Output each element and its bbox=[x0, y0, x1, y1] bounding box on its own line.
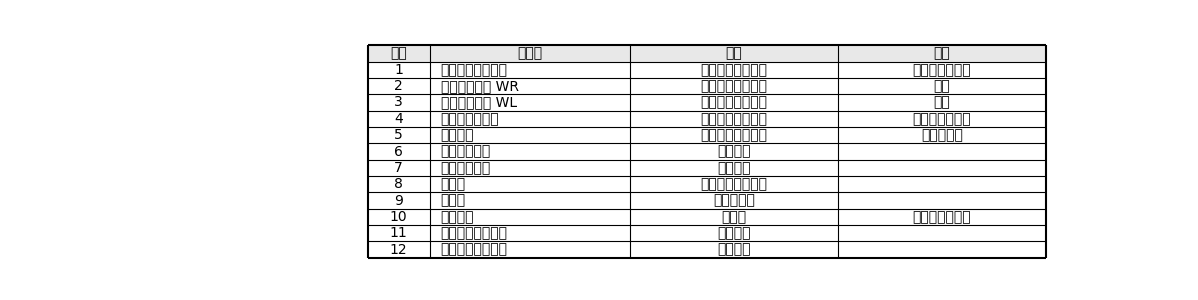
Text: 5: 5 bbox=[394, 128, 403, 142]
Text: 3: 3 bbox=[394, 95, 403, 110]
Text: アルミニウム合金: アルミニウム合金 bbox=[701, 128, 767, 142]
Text: 特殊樹脂: 特殊樹脂 bbox=[718, 226, 750, 240]
Text: 7: 7 bbox=[394, 161, 403, 175]
Text: ダンバ: ダンバ bbox=[441, 177, 466, 191]
Text: 材質: 材質 bbox=[726, 46, 742, 60]
Text: ウエアリング: ウエアリング bbox=[441, 161, 491, 175]
Bar bbox=[630, 45, 837, 62]
Text: 番号: 番号 bbox=[391, 46, 407, 60]
Text: アルミニウム合金: アルミニウム合金 bbox=[701, 63, 767, 77]
Bar bbox=[837, 45, 1046, 62]
Text: 9: 9 bbox=[394, 194, 404, 208]
Text: 11: 11 bbox=[389, 226, 407, 240]
Text: 4: 4 bbox=[394, 112, 403, 126]
Text: 2: 2 bbox=[394, 79, 403, 93]
Text: ビストン: ビストン bbox=[441, 128, 474, 142]
Text: ポリウレタンゴム: ポリウレタンゴム bbox=[701, 177, 767, 191]
Text: ベルトセパレータ: ベルトセパレータ bbox=[441, 226, 508, 240]
Text: 硬質アルマイト: 硬質アルマイト bbox=[913, 112, 972, 126]
Text: 6: 6 bbox=[394, 145, 404, 158]
Text: 備考: 備考 bbox=[933, 46, 950, 60]
Text: ゴム磁石: ゴム磁石 bbox=[718, 243, 750, 256]
Text: シールマグネット: シールマグネット bbox=[441, 243, 508, 256]
Text: ニッケルめっき: ニッケルめっき bbox=[913, 210, 972, 224]
Text: 12: 12 bbox=[389, 243, 407, 256]
Text: ヘッドカバー WL: ヘッドカバー WL bbox=[441, 95, 516, 110]
Bar bbox=[430, 45, 630, 62]
Text: 塗装: 塗装 bbox=[933, 95, 950, 110]
Text: 部品名: 部品名 bbox=[518, 46, 543, 60]
Text: ヘッドカバー WR: ヘッドカバー WR bbox=[441, 79, 519, 93]
Text: ビストンヨーク: ビストンヨーク bbox=[441, 112, 500, 126]
Text: 8: 8 bbox=[394, 177, 404, 191]
Text: 炭素鋼: 炭素鋼 bbox=[721, 210, 746, 224]
Text: アルミニウム合金: アルミニウム合金 bbox=[701, 79, 767, 93]
Text: シリンダチューブ: シリンダチューブ bbox=[441, 63, 508, 77]
Bar bbox=[368, 45, 430, 62]
Text: ストッパ: ストッパ bbox=[441, 210, 474, 224]
Text: 10: 10 bbox=[389, 210, 407, 224]
Text: 1: 1 bbox=[394, 63, 404, 77]
Text: ステンレス: ステンレス bbox=[713, 194, 755, 208]
Text: アルミニウム合金: アルミニウム合金 bbox=[701, 95, 767, 110]
Text: 塗装: 塗装 bbox=[933, 79, 950, 93]
Text: クロメート: クロメート bbox=[921, 128, 963, 142]
Text: 特殊樹脂: 特殊樹脂 bbox=[718, 145, 750, 158]
Text: ホルダ: ホルダ bbox=[441, 194, 466, 208]
Text: 硬質アルマイト: 硬質アルマイト bbox=[913, 63, 972, 77]
Text: エンドカバー: エンドカバー bbox=[441, 145, 491, 158]
Text: 特殊樹脂: 特殊樹脂 bbox=[718, 161, 750, 175]
Text: アルミニウム合金: アルミニウム合金 bbox=[701, 112, 767, 126]
